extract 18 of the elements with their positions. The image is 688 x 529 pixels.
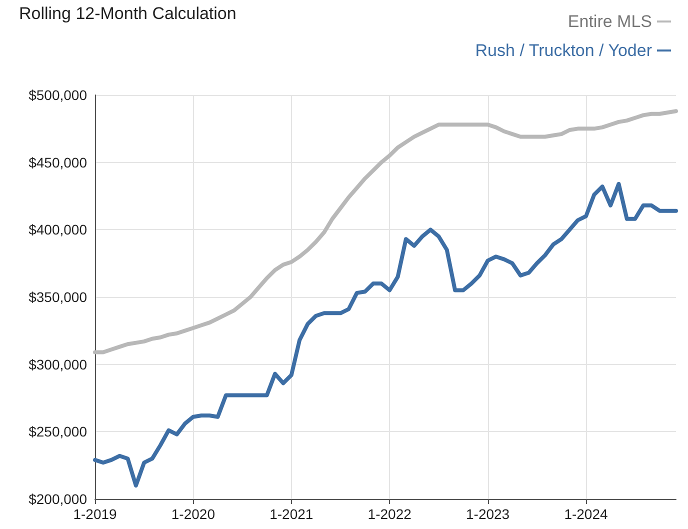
y-tick-label: $250,000 [28, 424, 88, 440]
y-tick-label: $200,000 [28, 491, 88, 507]
y-tick-label: $300,000 [28, 356, 88, 372]
x-tick-label: 1-2022 [368, 506, 412, 522]
line-series [93, 109, 678, 354]
x-tick-label: 1-2023 [466, 506, 510, 522]
x-tick-label: 1-2020 [171, 506, 216, 522]
legend-label: Entire MLS [568, 12, 652, 31]
y-tick-label: $350,000 [28, 289, 88, 305]
y-tick-label: $450,000 [28, 154, 88, 170]
y-tick-label: $400,000 [28, 222, 88, 238]
chart-title: Rolling 12-Month Calculation [19, 4, 236, 23]
x-tick-label: 1-2019 [73, 506, 118, 522]
legend-label: Rush / Truckton / Yoder [475, 41, 652, 60]
line-series [93, 182, 678, 488]
x-tick-label: 1-2021 [270, 506, 314, 522]
y-tick-label: $500,000 [28, 87, 88, 103]
x-tick-label: 1-2024 [564, 506, 608, 522]
